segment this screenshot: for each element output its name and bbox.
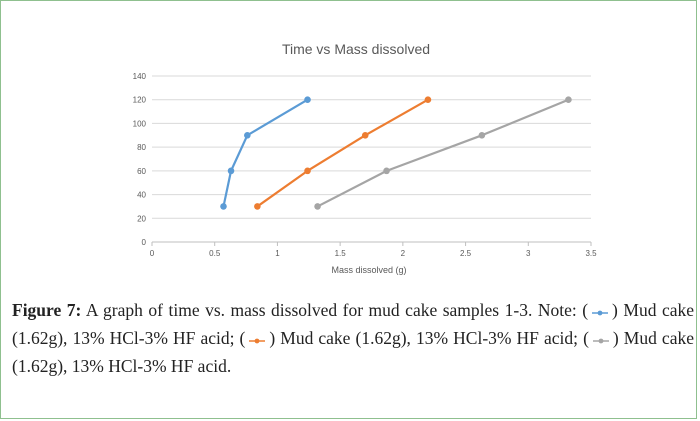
y-tick-label-20: 20 (137, 214, 146, 223)
legend-sample-series-3 (591, 327, 611, 353)
chart-container: Time vs Mass dissolved 0 20 40 60 80 100 120 14… (104, 30, 608, 284)
legend-text-series-1: ) Mud cake (1.62g), 13% HCl-3% HF acid; … (12, 300, 694, 348)
chart-title: Time vs Mass dissolved (282, 41, 430, 57)
x-tick-label-1.5: 1.5 (335, 249, 347, 258)
series-2-line (256, 98, 429, 208)
y-tick-label-40: 40 (137, 191, 146, 200)
chart-svg: Time vs Mass dissolved 02040608010012014… (133, 41, 597, 275)
y-tick-label-60: 60 (137, 167, 146, 176)
y-tick-label-100: 100 (133, 119, 147, 128)
series-1-point-2 (227, 167, 235, 175)
legend-text-series-2: ) Mud cake (1.62g), 13% HCl-3% HF acid; … (269, 327, 589, 348)
legend-marker-1 (597, 310, 603, 316)
caption-text: A graph of time vs. mass dissolved for m… (81, 300, 589, 320)
series-1-point-1 (220, 203, 227, 210)
series-1-point-3 (244, 131, 251, 139)
x-tick-label-2.5: 2.5 (460, 249, 472, 258)
series-2-point-3 (361, 131, 369, 139)
legend-sample-series-1 (590, 299, 610, 325)
series-3-point-2 (383, 167, 390, 175)
x-tick-label-0: 0 (150, 249, 155, 258)
series-1-line (222, 98, 309, 207)
x-axis-title: Mass dissolved (g) (331, 265, 406, 275)
x-tick-label-3: 3 (526, 249, 531, 258)
axes: 0 20 40 60 80 100 120 140 0 0.5 1 1.5 2 2.5 3 3.5 (133, 72, 597, 258)
legend-marker-2 (254, 338, 260, 344)
y-tick-label-140: 140 (133, 72, 147, 81)
series-3-point-4 (565, 96, 572, 104)
y-tick-label-80: 80 (137, 143, 146, 152)
series-3-point-1 (314, 203, 321, 210)
data-series (220, 96, 572, 210)
series-1-point-4 (304, 96, 311, 104)
figure-caption: Figure 7: A graph of time vs. mass disso… (12, 297, 694, 379)
x-tick-label-0.5: 0.5 (209, 249, 221, 258)
y-tick-label-0: 0 (142, 238, 147, 247)
legend-sample-series-2 (247, 327, 267, 353)
y-tick-label-120: 120 (133, 96, 147, 105)
x-tick-label-1: 1 (275, 249, 280, 258)
series-3-point-3 (478, 131, 486, 139)
series-2-point-4 (424, 96, 432, 104)
series-2-point-1 (254, 203, 261, 210)
legend-marker-3 (598, 338, 604, 344)
legend-text-series-3: ) Mud cake (1.62g), 13% HCl-3% HF acid. (12, 327, 694, 376)
x-tick-label-3.5: 3.5 (585, 249, 597, 258)
grid-lines (152, 75, 591, 219)
figure-label: Figure 7: (12, 300, 82, 320)
series-3-line (317, 98, 569, 208)
x-tick-label-2: 2 (401, 249, 406, 258)
series-2-point-2 (304, 167, 311, 175)
